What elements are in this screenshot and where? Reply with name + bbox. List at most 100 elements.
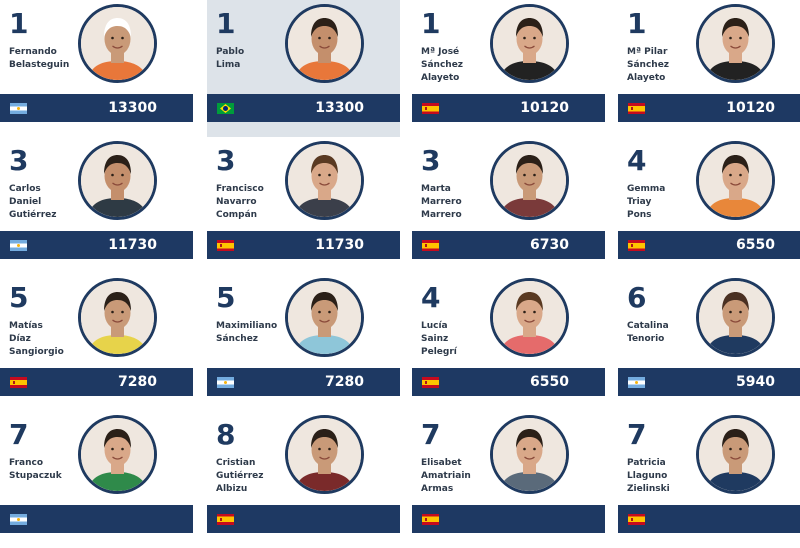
player-card[interactable]: 7 Patricia Llaguno Zielinski: [618, 411, 800, 548]
player-name-line: Marta: [421, 184, 451, 194]
spain-flag-icon: [10, 377, 27, 388]
player-name-line: Matías: [9, 321, 43, 331]
player-card[interactable]: 8 Cristian Gutiérrez Albizu: [207, 411, 400, 548]
player-name: Catalina Tenorio: [627, 320, 703, 346]
player-name: Gemma Triay Pons: [627, 183, 703, 222]
player-name: Franco Stupaczuk: [9, 457, 85, 483]
player-card[interactable]: 1 Mª José Sánchez Alayeto 10120: [412, 0, 605, 137]
player-card[interactable]: 3 Francisco Navarro Compán 11730: [207, 137, 400, 274]
player-rank: 3: [216, 144, 236, 177]
player-photo: [490, 141, 569, 220]
player-card[interactable]: 7 Franco Stupaczuk: [0, 411, 193, 548]
player-name-line: Sánchez: [216, 334, 259, 344]
player-points: 6550: [736, 237, 775, 253]
spain-flag-icon: [628, 514, 645, 525]
player-photo: [78, 415, 157, 494]
player-photo: [285, 415, 364, 494]
player-name-line: Daniel: [9, 197, 42, 207]
player-points-bar: 6550: [412, 368, 605, 396]
player-name-line: Marrero: [421, 197, 462, 207]
player-photo: [78, 278, 157, 357]
player-points-bar: 6550: [618, 231, 800, 259]
player-card[interactable]: 4 Gemma Triay Pons 6550: [618, 137, 800, 274]
player-points-bar: 10120: [412, 94, 605, 122]
player-name-line: Francisco: [216, 184, 264, 194]
player-name: Maximiliano Sánchez: [216, 320, 292, 346]
player-points-bar: 13300: [0, 94, 193, 122]
player-name-line: Sánchez: [421, 60, 464, 70]
player-points: 7280: [325, 374, 364, 390]
player-name: Mª Pilar Sánchez Alayeto: [627, 46, 703, 85]
player-rank: 6: [627, 281, 647, 314]
player-name-line: Armas: [421, 484, 454, 494]
player-photo: [490, 4, 569, 83]
player-card[interactable]: 1 Fernando Belasteguin 13300: [0, 0, 193, 137]
spain-flag-icon: [217, 514, 234, 525]
player-card[interactable]: 5 Maximiliano Sánchez 7280: [207, 274, 400, 411]
player-card[interactable]: 4 Lucía Sainz Pelegrí 6550: [412, 274, 605, 411]
player-name-line: Lima: [216, 60, 241, 70]
player-photo: [78, 4, 157, 83]
player-name: Fernando Belasteguin: [9, 46, 85, 72]
player-points-bar: 7280: [0, 368, 193, 396]
player-name: Matías Díaz Sangiorgio: [9, 320, 85, 359]
player-name-line: Lucía: [421, 321, 448, 331]
player-name-line: Triay: [627, 197, 652, 207]
player-points-bar: [207, 505, 400, 533]
player-name: Carlos Daniel Gutiérrez: [9, 183, 85, 222]
player-name-line: Gutiérrez: [9, 210, 57, 220]
player-photo: [696, 278, 775, 357]
player-points: 6550: [530, 374, 569, 390]
player-photo: [696, 4, 775, 83]
player-name-line: Zielinski: [627, 484, 670, 494]
spain-flag-icon: [628, 240, 645, 251]
player-card[interactable]: 3 Carlos Daniel Gutiérrez 11730: [0, 137, 193, 274]
player-rank: 3: [9, 144, 29, 177]
player-rank: 8: [216, 418, 236, 451]
player-photo: [490, 278, 569, 357]
player-name-line: Fernando: [9, 47, 57, 57]
player-name: Marta Marrero Marrero: [421, 183, 497, 222]
player-name-line: Compán: [216, 210, 258, 220]
player-card[interactable]: 7 Elisabet Amatriain Armas: [412, 411, 605, 548]
player-name-line: Stupaczuk: [9, 471, 62, 481]
argentina-flag-icon: [217, 377, 234, 388]
argentina-flag-icon: [628, 377, 645, 388]
player-points: 10120: [520, 100, 569, 116]
player-points-bar: [0, 505, 193, 533]
player-card[interactable]: 5 Matías Díaz Sangiorgio 7280: [0, 274, 193, 411]
player-name: Cristian Gutiérrez Albizu: [216, 457, 292, 496]
player-card[interactable]: 1 Pablo Lima 13300: [207, 0, 400, 137]
player-points-bar: 5940: [618, 368, 800, 396]
player-name-line: Belasteguin: [9, 60, 70, 70]
player-name-line: Alayeto: [421, 73, 460, 83]
player-name-line: Sangiorgio: [9, 347, 64, 357]
spain-flag-icon: [628, 103, 645, 114]
spain-flag-icon: [422, 240, 439, 251]
player-name-line: Amatriain: [421, 471, 471, 481]
player-name-line: Albizu: [216, 484, 248, 494]
player-name: Lucía Sainz Pelegrí: [421, 320, 497, 359]
player-name: Mª José Sánchez Alayeto: [421, 46, 497, 85]
player-name-line: Gutiérrez: [216, 471, 264, 481]
player-points-bar: 11730: [207, 231, 400, 259]
player-name-line: Carlos: [9, 184, 41, 194]
player-points-bar: [412, 505, 605, 533]
player-rank: 4: [421, 281, 441, 314]
player-points-bar: 10120: [618, 94, 800, 122]
player-rank: 5: [9, 281, 29, 314]
player-photo: [78, 141, 157, 220]
player-rank: 7: [9, 418, 29, 451]
player-points: 11730: [108, 237, 157, 253]
player-rank: 1: [627, 7, 647, 40]
player-name-line: Pons: [627, 210, 652, 220]
player-card[interactable]: 1 Mª Pilar Sánchez Alayeto 10120: [618, 0, 800, 137]
player-name-line: Díaz: [9, 334, 31, 344]
player-card[interactable]: 6 Catalina Tenorio 5940: [618, 274, 800, 411]
argentina-flag-icon: [10, 103, 27, 114]
player-photo: [285, 4, 364, 83]
player-card[interactable]: 3 Marta Marrero Marrero 6730: [412, 137, 605, 274]
player-points-bar: 7280: [207, 368, 400, 396]
player-name-line: Marrero: [421, 210, 462, 220]
player-points-bar: 11730: [0, 231, 193, 259]
